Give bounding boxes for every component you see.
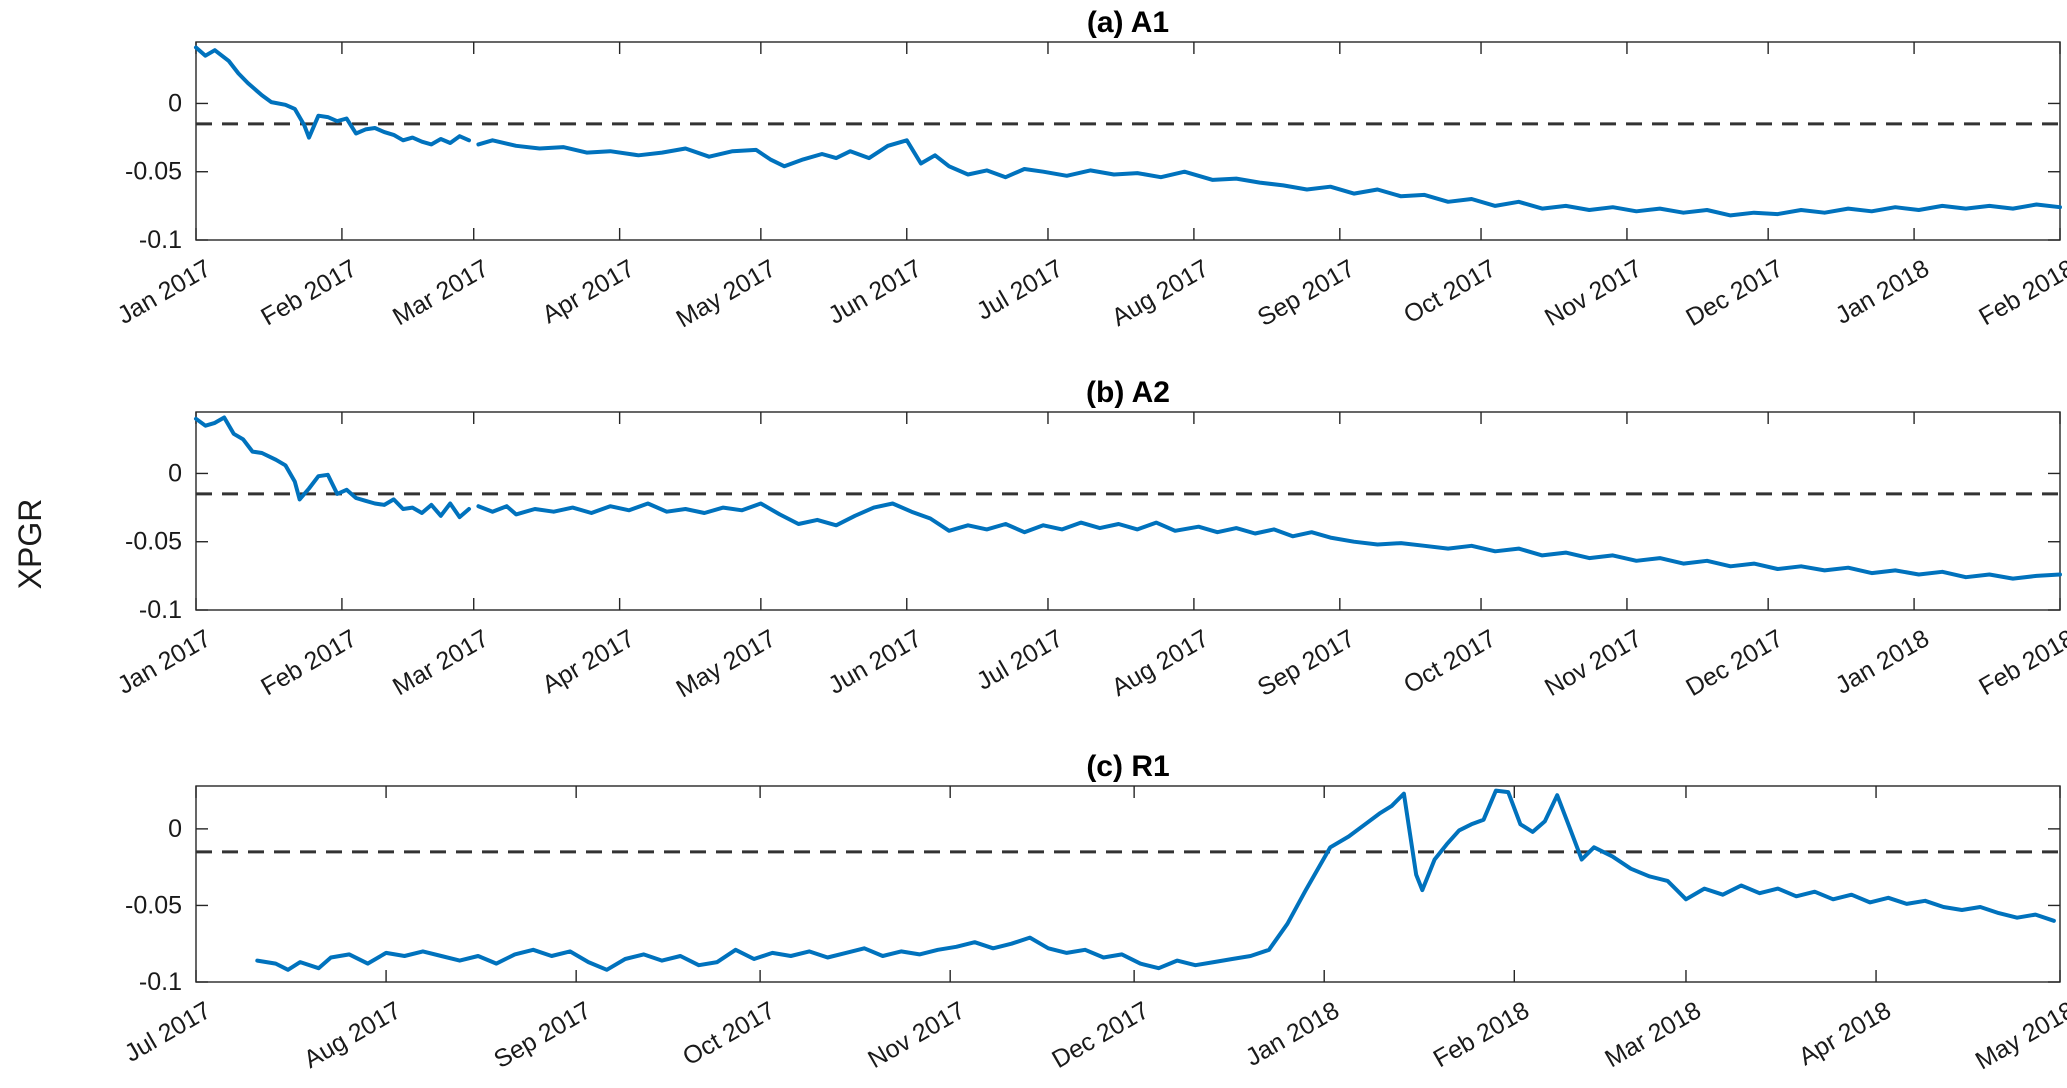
xpgr-series-line [476,501,2062,581]
x-tick-label: Nov 2017 [863,996,970,1074]
x-tick-label: Feb 2018 [1974,624,2067,701]
x-tick-label: Mar 2017 [388,254,493,331]
chart-title: (c) R1 [1086,750,1169,783]
x-tick-label: Jan 2017 [113,254,216,330]
x-tick-label: Dec 2017 [1047,996,1154,1074]
x-tick-label: Oct 2017 [1399,624,1501,699]
x-tick-label: Jun 2017 [823,254,926,330]
x-tick-label: Jan 2018 [1831,254,1934,330]
x-tick-label: Feb 2017 [256,624,361,701]
y-tick-label: 0 [168,459,182,487]
x-tick-label: Dec 2017 [1681,254,1788,332]
x-tick-label: Jul 2017 [972,624,1068,696]
plot-area [195,41,2061,241]
x-tick-label: Mar 2017 [388,624,493,701]
y-tick-label: -0.1 [139,596,182,624]
x-tick-label: Aug 2017 [1107,624,1214,702]
x-tick-label: Aug 2017 [299,996,406,1074]
y-tick-label: -0.1 [139,226,182,254]
x-tick-label: Jul 2017 [972,254,1068,326]
x-tick-label: Jan 2018 [1241,996,1344,1072]
x-tick-label: Mar 2018 [1600,996,1705,1073]
x-tick-label: Jan 2017 [113,624,216,700]
y-tick-label: 0 [168,815,182,843]
x-tick-label: Apr 2017 [538,254,640,329]
x-tick-label: Feb 2018 [1429,996,1534,1073]
chart-title: (b) A2 [1086,376,1170,409]
xpgr-series-line [194,415,471,520]
x-tick-label: Oct 2017 [1399,254,1501,329]
x-tick-label: May 2017 [672,254,781,333]
y-tick-label: -0.05 [125,158,182,186]
plot-area [195,785,2061,983]
x-tick-label: Aug 2017 [1107,254,1214,332]
x-tick-label: Sep 2017 [489,996,596,1074]
x-tick-label: Dec 2017 [1681,624,1788,702]
chart-title: (a) A1 [1087,6,1169,39]
y-axis-label: XPGR [12,499,48,590]
xpgr-series-line [194,45,471,147]
x-tick-label: Sep 2017 [1253,624,1360,702]
y-tick-label: -0.05 [125,528,182,556]
x-tick-label: Nov 2017 [1540,624,1647,702]
x-tick-label: Jan 2018 [1831,624,1934,700]
x-tick-label: May 2018 [1971,996,2067,1075]
xpgr-series-line [476,138,2062,218]
plot-area [195,411,2061,611]
x-tick-label: Apr 2017 [538,624,640,699]
x-tick-label: Sep 2017 [1253,254,1360,332]
y-tick-label: 0 [168,89,182,117]
x-tick-label: Oct 2017 [678,996,780,1071]
y-tick-label: -0.1 [139,968,182,996]
x-tick-label: Feb 2017 [256,254,361,331]
x-tick-label: Apr 2018 [1794,996,1896,1071]
x-tick-label: Jul 2017 [120,996,216,1068]
xpgr-series-line [255,788,2056,972]
y-tick-label: -0.05 [125,891,182,919]
x-tick-label: May 2017 [672,624,781,703]
x-tick-label: Jun 2017 [823,624,926,700]
x-tick-label: Feb 2018 [1974,254,2067,331]
x-tick-label: Nov 2017 [1540,254,1647,332]
